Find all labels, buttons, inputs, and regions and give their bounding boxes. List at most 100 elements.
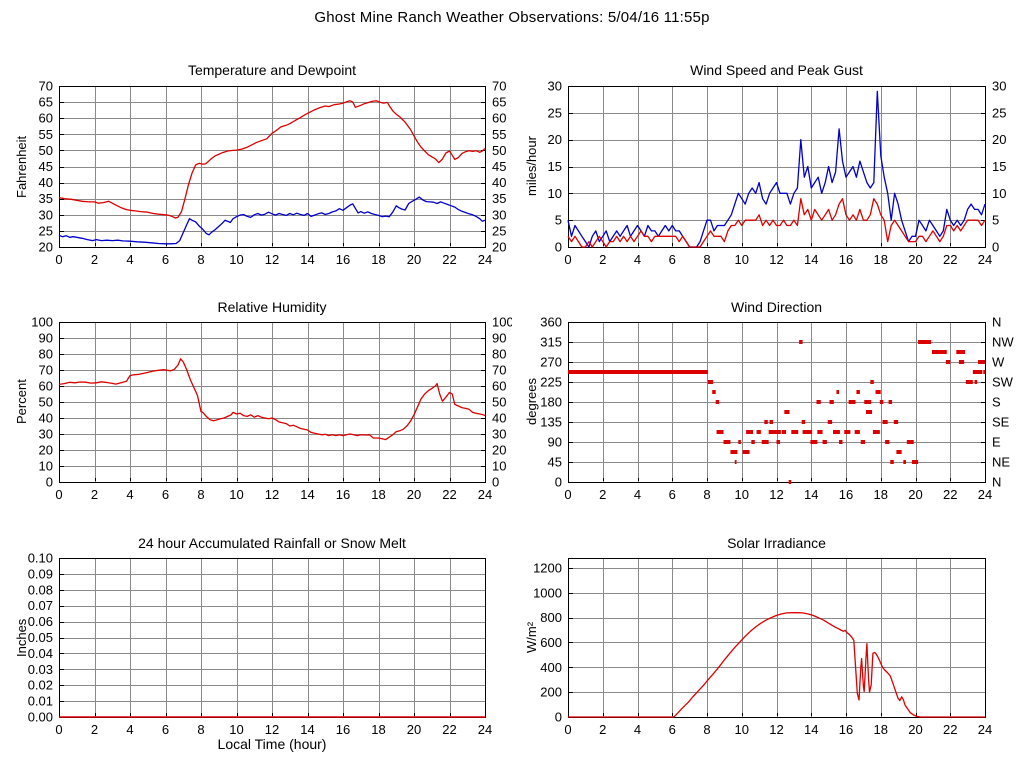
- y-tick-label: 270: [540, 355, 562, 370]
- y-tick-label: 0: [555, 240, 562, 255]
- y-tick-label-right: N: [992, 315, 1001, 330]
- y-tick-label-right: N: [992, 475, 1001, 490]
- x-tick-label: 14: [804, 722, 818, 737]
- x-tick-label: 8: [197, 722, 204, 737]
- x-tick-label: 24: [478, 252, 492, 267]
- y-tick-label-right: 70: [492, 363, 506, 378]
- y-tick-label-right: 50: [492, 395, 506, 410]
- x-tick-label: 0: [55, 487, 62, 502]
- y-tick-label-right: 15: [992, 159, 1006, 174]
- chart-title: Wind Direction: [730, 299, 823, 315]
- y-tick-label: 0.02: [28, 678, 53, 693]
- x-tick-label: 22: [442, 487, 456, 502]
- y-tick-label: 1000: [533, 585, 562, 600]
- y-tick-label-right: 50: [492, 143, 506, 158]
- y-tick-label: 0.08: [28, 582, 53, 597]
- y-tick-label-right: SE: [992, 415, 1010, 430]
- y-tick-label: 0: [46, 475, 53, 490]
- y-tick-label-right: 30: [492, 207, 506, 222]
- y-tick-label-right: 30: [992, 79, 1006, 94]
- plot-border: [568, 86, 986, 248]
- y-tick-label-right: 25: [492, 223, 506, 238]
- rainfall-plot: 0.100.090.080.070.060.050.040.030.020.01…: [28, 551, 493, 738]
- x-tick-label: 20: [908, 487, 922, 502]
- y-tick-label-right: SW: [992, 375, 1014, 390]
- y-tick-label: 10: [39, 459, 53, 474]
- y-tick-label: 600: [540, 635, 562, 650]
- y-tick-label-right: 55: [492, 127, 506, 142]
- y-tick-label-right: 20: [992, 132, 1006, 147]
- chart-title: Wind Speed and Peak Gust: [690, 62, 863, 78]
- x-tick-label: 12: [769, 252, 783, 267]
- y-tick-label: 200: [540, 685, 562, 700]
- x-tick-label: 8: [703, 722, 710, 737]
- x-tick-label: 0: [564, 252, 571, 267]
- x-tick-label: 20: [908, 722, 922, 737]
- x-tick-label: 18: [371, 722, 385, 737]
- x-tick-label: 6: [669, 487, 676, 502]
- x-tick-label: 14: [300, 722, 314, 737]
- y-tick-label: 0: [555, 475, 562, 490]
- y-tick-label: 180: [540, 395, 562, 410]
- chart-title: 24 hour Accumulated Rainfall or Snow Mel…: [138, 535, 406, 551]
- y-tick-label-right: 35: [492, 191, 506, 206]
- x-tick-label: 4: [634, 722, 641, 737]
- x-tick-label: 6: [162, 722, 169, 737]
- x-tick-label: 0: [564, 487, 571, 502]
- y-tick-label: 45: [548, 455, 562, 470]
- y-tick-label-right: 40: [492, 175, 506, 190]
- y-tick-label: 0: [555, 710, 562, 725]
- y-tick-label: 45: [39, 159, 53, 174]
- x-tick-label: 16: [336, 722, 350, 737]
- wind-speed-gust-chart: Wind Speed and Peak Gust miles/hour 30 30…: [512, 45, 1024, 280]
- plot-border: [568, 558, 986, 718]
- y-tick-label: 40: [39, 175, 53, 190]
- y-tick-label-right: NE: [992, 455, 1010, 470]
- y-tick-label: 0.03: [28, 662, 53, 677]
- y-tick-label: 1200: [533, 560, 562, 575]
- x-tick-label: 10: [735, 487, 749, 502]
- plot-border: [568, 322, 986, 483]
- y-tick-label-right: 0: [992, 240, 999, 255]
- x-tick-label: 18: [874, 252, 888, 267]
- rainfall-chart: 24 hour Accumulated Rainfall or Snow Mel…: [0, 518, 512, 768]
- x-tick-label: 12: [265, 487, 279, 502]
- x-tick-label: 10: [229, 487, 243, 502]
- x-tick-label: 24: [478, 487, 492, 502]
- y-tick-label: 90: [548, 435, 562, 450]
- x-tick-label: 20: [908, 252, 922, 267]
- x-tick-label: 16: [839, 487, 853, 502]
- y-tick-label: 25: [548, 105, 562, 120]
- y-tick-label: 315: [540, 335, 562, 350]
- y-tick-label: 65: [39, 95, 53, 110]
- y-tick-label-right: 60: [492, 379, 506, 394]
- x-tick-label: 20: [407, 252, 421, 267]
- y-tick-label-right: 45: [492, 159, 506, 174]
- x-tick-label: 2: [91, 252, 98, 267]
- x-tick-label: 24: [478, 722, 492, 737]
- x-tick-label: 4: [126, 722, 133, 737]
- x-tick-label: 8: [703, 487, 710, 502]
- x-tick-label: 16: [839, 252, 853, 267]
- chart-title: Solar Irradiance: [727, 535, 826, 551]
- x-tick-label: 0: [564, 722, 571, 737]
- x-tick-label: 6: [162, 252, 169, 267]
- y-tick-label: 400: [540, 660, 562, 675]
- y-tick-label: 0.04: [28, 646, 53, 661]
- x-tick-label: 2: [599, 487, 606, 502]
- y-tick-label: 80: [39, 347, 53, 362]
- x-tick-label: 10: [229, 252, 243, 267]
- wind-direction-chart: Wind Direction degrees 360 N 315 NW 270 W 225 S…: [512, 282, 1024, 517]
- temperature-dewpoint-chart: Temperature and Dewpoint Fahrenheit 70 70…: [0, 45, 512, 280]
- x-tick-label: 6: [669, 252, 676, 267]
- solar-irradiance-chart: Solar Irradiance W/m² 1200 1000 800 600 400 2…: [512, 518, 1024, 768]
- x-tick-label: 4: [126, 487, 133, 502]
- y-tick-label: 90: [39, 331, 53, 346]
- x-tick-label: 24: [978, 252, 992, 267]
- x-tick-label: 0: [55, 722, 62, 737]
- y-tick-label: 20: [39, 240, 53, 255]
- x-tick-label: 2: [91, 722, 98, 737]
